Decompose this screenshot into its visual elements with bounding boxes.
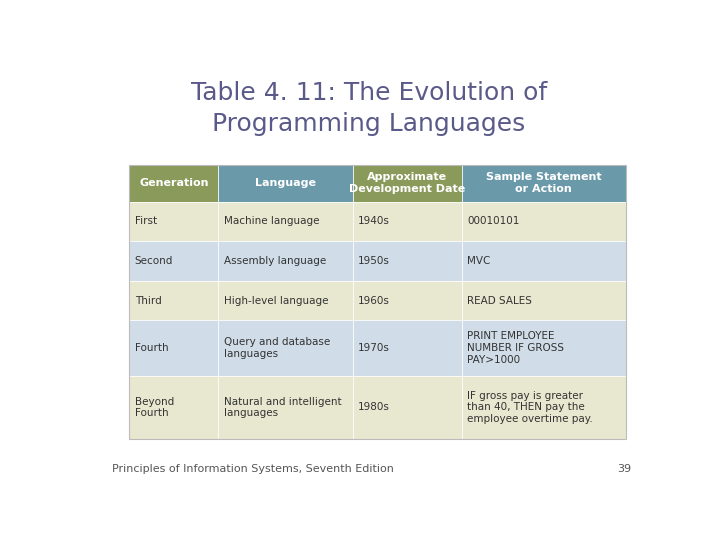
Bar: [353, 376, 462, 439]
Text: 1980s: 1980s: [358, 402, 390, 413]
Text: Second: Second: [135, 256, 173, 266]
Bar: [218, 241, 353, 281]
Text: 1950s: 1950s: [358, 256, 390, 266]
Text: 39: 39: [617, 464, 631, 474]
Bar: [353, 320, 462, 376]
Bar: [129, 165, 218, 201]
Text: Third: Third: [135, 295, 161, 306]
Text: MVC: MVC: [467, 256, 491, 266]
Bar: [129, 165, 626, 439]
Text: Approximate
Development Date: Approximate Development Date: [349, 172, 465, 194]
Bar: [129, 201, 218, 241]
Bar: [218, 165, 353, 201]
Bar: [129, 241, 218, 281]
Text: Table 4. 11: The Evolution of
Programming Languages: Table 4. 11: The Evolution of Programmin…: [191, 81, 547, 136]
Text: 1940s: 1940s: [358, 217, 390, 226]
Bar: [462, 320, 626, 376]
Text: Machine language: Machine language: [224, 217, 320, 226]
Bar: [353, 165, 462, 201]
Bar: [218, 320, 353, 376]
Bar: [129, 376, 218, 439]
Text: Fourth: Fourth: [135, 343, 168, 353]
Bar: [353, 241, 462, 281]
Bar: [462, 201, 626, 241]
Bar: [462, 165, 626, 201]
Text: PRINT EMPLOYEE
NUMBER IF GROSS
PAY>1000: PRINT EMPLOYEE NUMBER IF GROSS PAY>1000: [467, 332, 564, 364]
Bar: [353, 201, 462, 241]
Text: Natural and intelligent
languages: Natural and intelligent languages: [224, 396, 342, 418]
Text: 00010101: 00010101: [467, 217, 520, 226]
Bar: [218, 201, 353, 241]
Text: 1970s: 1970s: [358, 343, 390, 353]
Bar: [218, 376, 353, 439]
Text: Beyond
Fourth: Beyond Fourth: [135, 396, 174, 418]
Text: Sample Statement
or Action: Sample Statement or Action: [486, 172, 601, 194]
Bar: [462, 241, 626, 281]
Text: Query and database
languages: Query and database languages: [224, 337, 330, 359]
Text: 1960s: 1960s: [358, 295, 390, 306]
Bar: [462, 281, 626, 320]
Text: Language: Language: [255, 178, 316, 188]
Text: Generation: Generation: [139, 178, 209, 188]
Text: Assembly language: Assembly language: [224, 256, 326, 266]
Text: High-level language: High-level language: [224, 295, 328, 306]
Bar: [218, 281, 353, 320]
Text: Principles of Information Systems, Seventh Edition: Principles of Information Systems, Seven…: [112, 464, 394, 474]
Bar: [462, 376, 626, 439]
Text: First: First: [135, 217, 157, 226]
Bar: [129, 320, 218, 376]
Bar: [129, 281, 218, 320]
Text: IF gross pay is greater
than 40, THEN pay the
employee overtime pay.: IF gross pay is greater than 40, THEN pa…: [467, 391, 593, 424]
Text: READ SALES: READ SALES: [467, 295, 532, 306]
Bar: [353, 281, 462, 320]
